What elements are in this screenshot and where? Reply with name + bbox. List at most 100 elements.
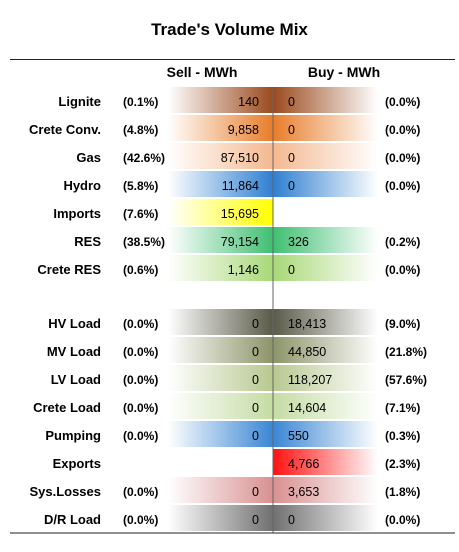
sell-value-imports: 15,695	[221, 207, 259, 221]
row-label-crete-load: Crete Load	[33, 400, 101, 415]
buy-value-d-r-load: 0	[288, 513, 295, 527]
sell-cell-crete-conv	[168, 115, 273, 141]
buy-value-pumping: 550	[288, 429, 309, 443]
sell-value-crete-load: 0	[252, 401, 259, 415]
sell-cell-gas	[168, 143, 273, 169]
buy-value-lignite: 0	[288, 95, 295, 109]
buy-pct-d-r-load: (0.0%)	[385, 513, 420, 527]
buy-cell-d-r-load	[273, 505, 378, 531]
sell-pct-res: (38.5%)	[123, 235, 165, 249]
sell-cell-lv-load	[168, 365, 273, 391]
sell-value-res: 79,154	[221, 235, 259, 249]
sell-cell-imports	[168, 199, 273, 225]
buy-pct-mv-load: (21.8%)	[385, 345, 427, 359]
buy-value-lv-load: 118,207	[288, 373, 332, 387]
row-label-sys-losses: Sys.Losses	[29, 484, 101, 499]
row-label-imports: Imports	[53, 206, 101, 221]
sell-pct-crete-conv: (4.8%)	[123, 123, 158, 137]
row-label-hv-load: HV Load	[48, 316, 101, 331]
row-label-lignite: Lignite	[58, 94, 101, 109]
row-label-crete-conv: Crete Conv.	[29, 122, 101, 137]
sell-pct-hv-load: (0.0%)	[123, 317, 158, 331]
title-rule	[10, 59, 455, 60]
sell-pct-crete-res: (0.6%)	[123, 263, 158, 277]
buy-cell-crete-res	[273, 255, 378, 281]
chart-title: Trade's Volume Mix	[151, 20, 308, 39]
row-label-pumping: Pumping	[45, 428, 101, 443]
sell-pct-d-r-load: (0.0%)	[123, 513, 158, 527]
row-label-crete-res: Crete RES	[37, 262, 101, 277]
sell-pct-crete-load: (0.0%)	[123, 401, 158, 415]
buy-value-res: 326	[288, 235, 309, 249]
buy-cell-crete-conv	[273, 115, 378, 141]
sell-value-mv-load: 0	[252, 345, 259, 359]
buy-value-crete-conv: 0	[288, 123, 295, 137]
sell-cell-hydro	[168, 171, 273, 197]
buy-pct-sys-losses: (1.8%)	[385, 485, 420, 499]
sell-cell-d-r-load	[168, 505, 273, 531]
sell-cell-pumping	[168, 421, 273, 447]
sell-pct-gas: (42.6%)	[123, 151, 165, 165]
sell-value-crete-conv: 9,858	[228, 123, 259, 137]
sell-value-crete-res: 1,146	[228, 263, 259, 277]
buy-pct-crete-load: (7.1%)	[385, 401, 420, 415]
sell-pct-lv-load: (0.0%)	[123, 373, 158, 387]
sell-cell-crete-load	[168, 393, 273, 419]
row-label-lv-load: LV Load	[51, 372, 101, 387]
buy-cell-gas	[273, 143, 378, 169]
buy-value-sys-losses: 3,653	[288, 485, 319, 499]
buy-pct-crete-conv: (0.0%)	[385, 123, 420, 137]
sell-value-hv-load: 0	[252, 317, 259, 331]
buy-pct-pumping: (0.3%)	[385, 429, 420, 443]
buy-pct-lignite: (0.0%)	[385, 95, 420, 109]
sell-pct-imports: (7.6%)	[123, 207, 158, 221]
buy-cell-pumping	[273, 421, 378, 447]
buy-pct-hydro: (0.0%)	[385, 179, 420, 193]
buy-pct-exports: (2.3%)	[385, 457, 420, 471]
buy-pct-res: (0.2%)	[385, 235, 420, 249]
buy-cell-hydro	[273, 171, 378, 197]
buy-value-crete-res: 0	[288, 263, 295, 277]
sell-value-d-r-load: 0	[252, 513, 259, 527]
buy-value-hv-load: 18,413	[288, 317, 326, 331]
sell-pct-sys-losses: (0.0%)	[123, 485, 158, 499]
sell-value-sys-losses: 0	[252, 485, 259, 499]
buy-cell-lignite	[273, 87, 378, 113]
buy-value-mv-load: 44,850	[288, 345, 326, 359]
sell-pct-lignite: (0.1%)	[123, 95, 158, 109]
buy-pct-gas: (0.0%)	[385, 151, 420, 165]
sell-cell-hv-load	[168, 309, 273, 335]
row-label-d-r-load: D/R Load	[44, 512, 101, 527]
sell-value-pumping: 0	[252, 429, 259, 443]
sell-pct-mv-load: (0.0%)	[123, 345, 158, 359]
sell-cell-mv-load	[168, 337, 273, 363]
sell-column-header: Sell - MWh	[166, 64, 238, 80]
sell-value-gas: 87,510	[221, 151, 259, 165]
buy-value-exports: 4,766	[288, 457, 319, 471]
buy-value-gas: 0	[288, 151, 295, 165]
buy-value-crete-load: 14,604	[288, 401, 326, 415]
buy-pct-crete-res: (0.0%)	[385, 263, 420, 277]
buy-cell-sys-losses	[273, 477, 378, 503]
buy-pct-hv-load: (9.0%)	[385, 317, 420, 331]
sell-pct-pumping: (0.0%)	[123, 429, 158, 443]
sell-value-lignite: 140	[238, 95, 259, 109]
row-label-hydro: Hydro	[63, 178, 101, 193]
row-label-mv-load: MV Load	[47, 344, 101, 359]
row-label-gas: Gas	[76, 150, 101, 165]
sell-pct-hydro: (5.8%)	[123, 179, 158, 193]
sell-cell-res	[168, 227, 273, 253]
sell-value-lv-load: 0	[252, 373, 259, 387]
buy-cell-res	[273, 227, 378, 253]
buy-cell-exports	[273, 449, 378, 475]
sell-cell-sys-losses	[168, 477, 273, 503]
row-label-res: RES	[74, 234, 101, 249]
row-label-exports: Exports	[53, 456, 101, 471]
sell-value-hydro: 11,864	[222, 179, 259, 193]
sell-cell-crete-res	[168, 255, 273, 281]
buy-cell-crete-load	[273, 393, 378, 419]
buy-cell-mv-load	[273, 337, 378, 363]
buy-cell-hv-load	[273, 309, 378, 335]
buy-cell-lv-load	[273, 365, 378, 391]
